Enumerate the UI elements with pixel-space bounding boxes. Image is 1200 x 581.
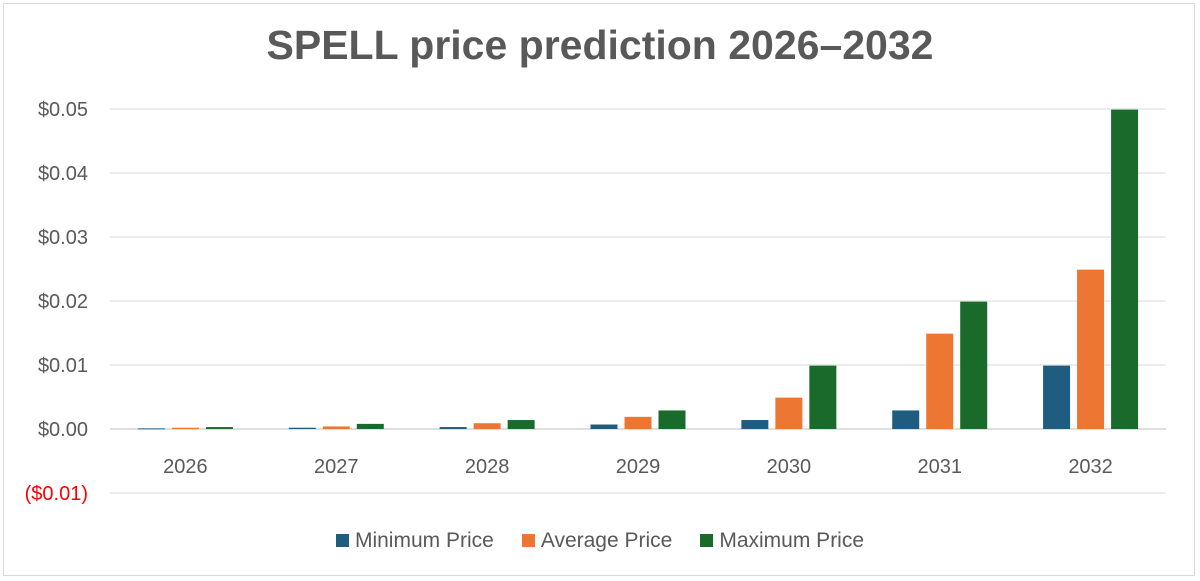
x-tick-label: 2030: [767, 456, 812, 478]
chart-frame: [3, 3, 1195, 576]
y-tick-label: $0.04: [38, 163, 88, 185]
x-tick-label: 2027: [314, 456, 359, 478]
chart-legend: Minimum Price Average Price Maximum Price: [0, 529, 1200, 553]
x-tick-label: 2031: [917, 456, 962, 478]
x-tick-label: 2029: [616, 456, 661, 478]
bar: [171, 427, 199, 429]
y-tick-label: $0.00: [38, 419, 88, 441]
y-tick-label: ($0.01): [25, 483, 88, 505]
y-tick-label: $0.03: [38, 227, 88, 249]
legend-label: Minimum Price: [354, 529, 494, 552]
chart-title: SPELL price prediction 2026–2032: [266, 22, 934, 68]
bar: [137, 428, 165, 430]
bar: [1111, 109, 1139, 429]
x-tick-label: 2032: [1068, 456, 1113, 478]
bar: [741, 420, 769, 429]
bar: [473, 423, 501, 429]
x-tick-label: 2026: [163, 456, 208, 478]
bar: [356, 423, 384, 429]
legend-label: Maximum Price: [719, 529, 865, 552]
legend-item: Maximum Price: [700, 529, 864, 553]
legend-swatch: [521, 534, 535, 547]
bar: [960, 301, 988, 429]
bar: [624, 416, 652, 429]
y-tick-label: $0.01: [38, 355, 88, 377]
legend-item: Minimum Price: [335, 529, 494, 553]
y-tick-label: $0.05: [38, 99, 88, 121]
bar: [590, 424, 618, 429]
bar: [658, 410, 686, 429]
bar: [892, 410, 920, 429]
bar: [439, 427, 467, 429]
bar: [926, 333, 954, 429]
legend-swatch: [335, 534, 349, 547]
bar: [775, 397, 803, 429]
bar: [288, 427, 316, 429]
legend-swatch: [700, 534, 714, 547]
bar: [1043, 365, 1071, 429]
bar: [809, 365, 837, 429]
bar: [322, 426, 350, 429]
y-tick-label: $0.02: [38, 291, 88, 313]
legend-item: Average Price: [521, 529, 673, 553]
bar: [1077, 269, 1105, 429]
bar: [205, 427, 233, 429]
bar: [507, 420, 535, 429]
legend-label: Average Price: [540, 529, 673, 552]
x-tick-label: 2028: [465, 456, 510, 478]
